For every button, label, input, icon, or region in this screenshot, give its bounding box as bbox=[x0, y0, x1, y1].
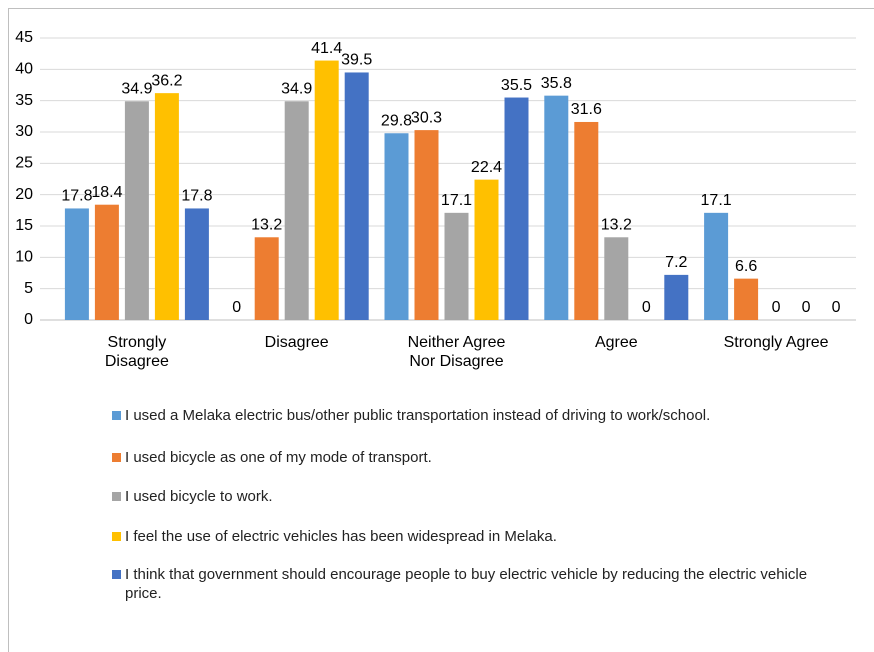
data-label: 34.9 bbox=[121, 81, 152, 98]
data-label: 7.2 bbox=[665, 254, 687, 271]
bar bbox=[444, 212, 469, 320]
data-label: 30.3 bbox=[411, 109, 442, 126]
data-label: 29.8 bbox=[381, 112, 412, 129]
legend-item: I used bicycle as one of my mode of tran… bbox=[112, 448, 832, 467]
data-label: 17.8 bbox=[181, 188, 212, 205]
data-label: 0 bbox=[232, 299, 241, 316]
data-label: 35.5 bbox=[501, 77, 532, 94]
bar bbox=[384, 133, 409, 320]
data-label: 22.4 bbox=[471, 159, 502, 176]
x-tick-label: Disagree bbox=[264, 334, 329, 351]
data-label: 34.9 bbox=[281, 81, 312, 98]
legend-swatch bbox=[112, 532, 121, 541]
legend-label: I used a Melaka electric bus/other publi… bbox=[125, 407, 711, 424]
bar bbox=[314, 60, 339, 321]
data-label: 31.6 bbox=[571, 101, 602, 118]
bar bbox=[544, 95, 569, 320]
bar bbox=[604, 237, 629, 320]
y-tick-label: 45 bbox=[15, 29, 33, 46]
bar bbox=[64, 208, 89, 320]
frame bbox=[8, 8, 874, 652]
data-label: 13.2 bbox=[251, 216, 282, 233]
y-tick-label: 30 bbox=[15, 123, 33, 140]
legend-swatch bbox=[112, 411, 121, 420]
y-tick-label: 5 bbox=[24, 280, 33, 297]
data-label: 36.2 bbox=[151, 72, 182, 89]
legend-item: I used bicycle to work. bbox=[112, 487, 832, 506]
data-label: 0 bbox=[772, 299, 781, 316]
x-tick-label: Strongly Disagree bbox=[104, 334, 169, 370]
data-label: 41.4 bbox=[311, 40, 342, 57]
legend-swatch bbox=[112, 570, 121, 579]
bar bbox=[504, 97, 529, 321]
data-label: 17.1 bbox=[701, 192, 732, 209]
y-tick-label: 25 bbox=[15, 155, 33, 172]
bar bbox=[474, 179, 499, 320]
bar bbox=[704, 212, 729, 320]
data-label: 18.4 bbox=[91, 184, 122, 201]
legend-swatch bbox=[112, 492, 121, 501]
bar bbox=[574, 121, 599, 321]
legend-label: I used bicycle to work. bbox=[125, 488, 273, 505]
bar bbox=[414, 130, 439, 320]
legend-label: I think that government should encourage… bbox=[125, 566, 808, 602]
data-label: 6.6 bbox=[735, 258, 757, 275]
legend-label: I feel the use of electric vehicles has … bbox=[125, 528, 557, 545]
data-label: 13.2 bbox=[601, 216, 632, 233]
x-tick-label: Neither Agree Nor Disagree bbox=[407, 334, 506, 370]
data-label: 0 bbox=[802, 299, 811, 316]
data-label: 35.8 bbox=[541, 75, 572, 92]
y-tick-label: 35 bbox=[15, 92, 33, 109]
legend-item: I think that government should encourage… bbox=[112, 565, 832, 603]
y-tick-label: 0 bbox=[24, 311, 33, 328]
bar bbox=[254, 237, 279, 320]
bar bbox=[344, 72, 369, 320]
legend-item: I feel the use of electric vehicles has … bbox=[112, 527, 832, 546]
data-label: 17.1 bbox=[441, 192, 472, 209]
legend-swatch bbox=[112, 453, 121, 462]
data-label: 17.8 bbox=[61, 188, 92, 205]
data-label: 0 bbox=[832, 299, 841, 316]
y-tick-label: 15 bbox=[15, 217, 33, 234]
data-label: 39.5 bbox=[341, 52, 372, 69]
y-tick-label: 40 bbox=[15, 61, 33, 78]
bar bbox=[124, 101, 149, 320]
data-label: 0 bbox=[642, 299, 651, 316]
legend-item: I used a Melaka electric bus/other publi… bbox=[112, 406, 832, 425]
y-tick-label: 10 bbox=[15, 249, 33, 266]
bar bbox=[154, 93, 179, 320]
bar bbox=[184, 208, 209, 320]
bar bbox=[284, 101, 309, 320]
x-tick-label: Agree bbox=[594, 334, 638, 351]
y-tick-label: 20 bbox=[15, 186, 33, 203]
bar bbox=[664, 274, 689, 320]
legend-label: I used bicycle as one of my mode of tran… bbox=[125, 449, 432, 466]
bar bbox=[94, 204, 119, 320]
x-tick-label: Strongly Agree bbox=[723, 334, 829, 351]
bar bbox=[734, 278, 759, 320]
